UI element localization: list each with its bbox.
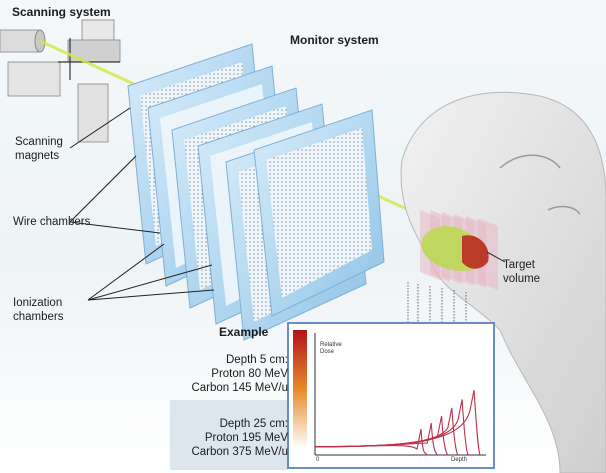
example-panel-bg (170, 400, 288, 470)
x-axis-label: Depth (451, 457, 468, 463)
scanning-system-label: Scanning system (12, 5, 111, 19)
dose-color-bar (293, 330, 307, 448)
ionization-chambers-label: Ionization chambers (13, 297, 64, 323)
bragg-curves (314, 389, 481, 456)
example-deep: Depth 25 cm: Proton 195 MeV Carbon 375 M… (186, 417, 288, 459)
deep-proton: Proton 195 MeV (204, 432, 288, 444)
shallow-depth: Depth 5 cm: (226, 354, 288, 366)
shallow-carbon: Carbon 145 MeV/u (191, 382, 288, 394)
chart-frame (287, 322, 495, 469)
target-volume-label: Target volume (503, 259, 541, 285)
target-volume (420, 210, 506, 290)
deep-depth: Depth 25 cm: (219, 418, 288, 430)
example-title: Example (219, 325, 269, 339)
deep-carbon: Carbon 375 MeV/u (191, 446, 288, 458)
wire-chambers-label: Wire chambers (13, 216, 91, 228)
bragg-curve-6 (314, 389, 481, 456)
y-axis-label: Relative Dose (320, 342, 342, 355)
chamber-stack (127, 43, 385, 341)
shallow-proton: Proton 80 MeV (211, 368, 288, 380)
scanning-magnets-label: Scanning magnets (15, 136, 63, 162)
x-tick-zero: 0 (316, 457, 320, 463)
scanning-hardware (0, 19, 121, 143)
example-shallow: Depth 5 cm: Proton 80 MeV Carbon 145 MeV… (186, 353, 288, 395)
monitor-system-label: Monitor system (290, 33, 379, 47)
leader-lines (69, 107, 215, 301)
